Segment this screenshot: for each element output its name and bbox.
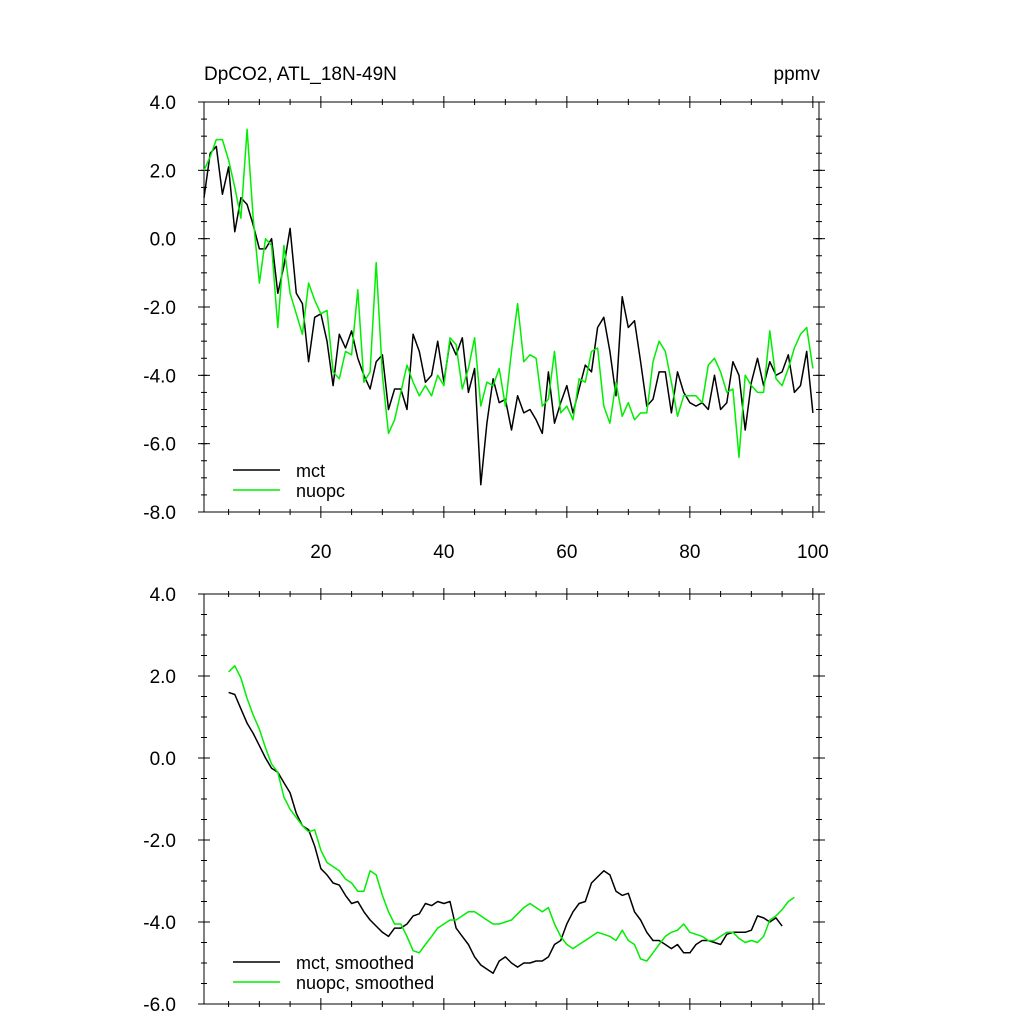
legend-label-mct: mct: [296, 461, 325, 481]
units-label: ppmv: [774, 64, 821, 85]
series-lines: [203, 128, 814, 486]
bottom-panel: 4.0 2.0 0.0 -2.0 -4.0 -6.0 mct, smoothed nuop…: [143, 585, 825, 1016]
y-tick-label: -4.0: [143, 366, 176, 387]
series-line-nuopc-smoothed: [228, 665, 795, 962]
y-tick-label: 2.0: [150, 161, 176, 182]
y-tick-label: 4.0: [150, 585, 176, 606]
y-tick-label: -8.0: [143, 503, 176, 524]
y-tick-label: -6.0: [143, 995, 176, 1016]
y-tick-label: 0.0: [150, 749, 176, 770]
plot-frame-smoothed: [203, 593, 820, 1005]
plot-frame: [203, 101, 820, 513]
axis-ticks-smoothed: 4.0 2.0 0.0 -2.0 -4.0 -6.0: [143, 585, 825, 1016]
y-tick-label: 0.0: [150, 230, 176, 251]
y-tick-label: -2.0: [143, 298, 176, 319]
y-tick-label: 4.0: [150, 93, 176, 114]
y-tick-label: -2.0: [143, 831, 176, 852]
legend-label-mct-smoothed: mct, smoothed: [296, 953, 414, 973]
series-line-nuopc: [203, 128, 814, 459]
x-tick-label: 60: [556, 542, 577, 563]
legend-smoothed: mct, smoothed nuopc, smoothed: [233, 953, 434, 993]
x-tick-label: 100: [797, 542, 829, 563]
top-panel: DpCO2, ATL_18N-49N ppmv 4.0 2.0 0.0 -2.0 -4.…: [143, 64, 828, 563]
legend: mct nuopc: [233, 461, 345, 501]
y-tick-label: -4.0: [143, 913, 176, 934]
x-tick-label: 80: [679, 542, 700, 563]
legend-label-nuopc: nuopc: [296, 481, 345, 501]
series-line-mct-smoothed: [228, 691, 783, 975]
axis-ticks: 4.0 2.0 0.0 -2.0 -4.0 -6.0 -8.0 20 40 60 80 100: [143, 93, 828, 563]
x-tick-label: 20: [310, 542, 331, 563]
series-line-mct: [203, 145, 814, 486]
y-tick-label: -6.0: [143, 435, 176, 456]
y-tick-label: 2.0: [150, 667, 176, 688]
series-lines-smoothed: [228, 665, 795, 975]
plot-title: DpCO2, ATL_18N-49N: [204, 64, 397, 85]
x-tick-label: 40: [433, 542, 454, 563]
legend-label-nuopc-smoothed: nuopc, smoothed: [296, 973, 434, 993]
